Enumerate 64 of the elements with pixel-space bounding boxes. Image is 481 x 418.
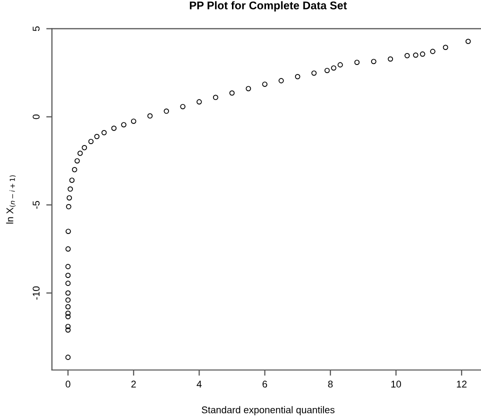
point [65, 280, 71, 286]
point [420, 51, 426, 57]
point [388, 56, 394, 62]
point [66, 228, 71, 234]
point [65, 297, 71, 303]
point [311, 70, 317, 76]
point [212, 94, 218, 100]
point [65, 327, 71, 333]
point [66, 195, 72, 200]
point [65, 290, 71, 296]
point [354, 60, 360, 65]
point [371, 58, 376, 64]
point [65, 272, 71, 278]
point [111, 126, 117, 131]
point [82, 144, 88, 150]
x-tick-label: 4 [196, 380, 202, 388]
point [430, 48, 436, 54]
y-tick-label: -10 [32, 286, 40, 300]
point [68, 186, 73, 192]
x-tick-label: 8 [328, 380, 333, 388]
y-tick-label: -5 [32, 200, 40, 209]
point [466, 38, 471, 44]
x-tick-label: 12 [456, 380, 467, 388]
y-tick-label: 0 [32, 114, 40, 120]
x-tick-label: 0 [66, 380, 70, 388]
point [94, 134, 100, 140]
point [331, 65, 336, 71]
point [65, 264, 71, 270]
y-axis-title: ln X$_{(n−i+1)}$ [6, 175, 16, 224]
point [65, 310, 71, 316]
point [88, 138, 94, 144]
x-tick-label: 2 [131, 380, 136, 388]
x-tick-label: 10 [391, 380, 402, 388]
point [229, 90, 235, 96]
point [404, 53, 410, 58]
x-tick-label: 6 [262, 380, 268, 388]
x-axis-title: Standard exponential quantiles [202, 406, 334, 416]
point [69, 178, 75, 183]
point [262, 82, 268, 87]
point [246, 86, 252, 92]
point [65, 304, 71, 310]
point [65, 314, 71, 320]
point [413, 52, 418, 58]
point [101, 130, 107, 136]
point [180, 104, 186, 110]
point [442, 44, 448, 50]
point [278, 78, 284, 84]
point [294, 74, 300, 80]
point [66, 204, 72, 210]
point [324, 68, 330, 74]
point [77, 150, 83, 156]
point [65, 246, 71, 252]
point [72, 167, 78, 172]
point [65, 324, 71, 330]
point [121, 122, 126, 128]
point [338, 62, 343, 68]
chart-title: PP Plot for Complete Data Set [190, 1, 347, 12]
point [130, 118, 136, 124]
point [147, 113, 153, 119]
point [164, 108, 170, 114]
point [74, 158, 80, 164]
point [65, 354, 71, 360]
y-tick-label: 5 [32, 26, 40, 32]
point [196, 99, 202, 104]
